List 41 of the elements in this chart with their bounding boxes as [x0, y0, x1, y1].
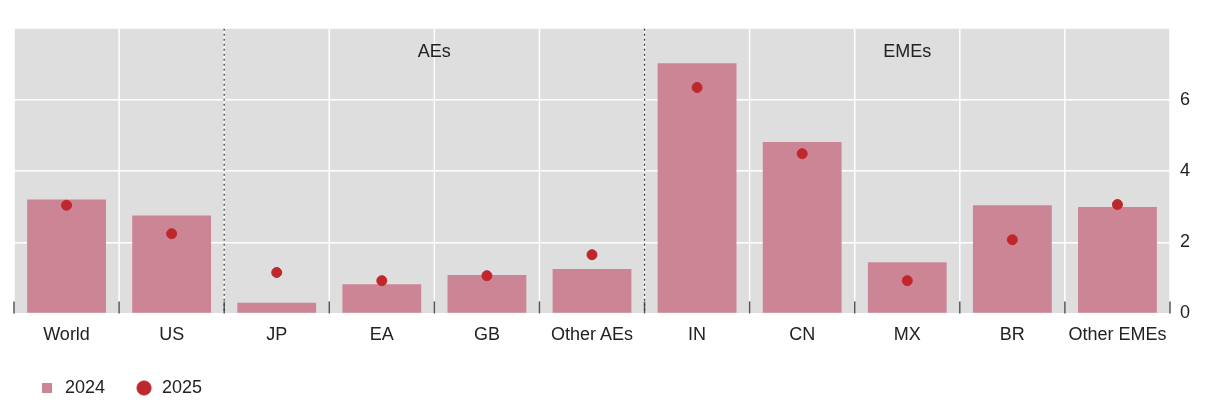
point	[271, 266, 283, 278]
bar	[867, 262, 947, 313]
point	[166, 228, 178, 240]
point	[1006, 234, 1018, 246]
x-tick-label: JP	[266, 324, 288, 345]
bar	[657, 63, 737, 313]
legend-label: 2024	[65, 376, 106, 397]
annotation: EMEs	[883, 40, 932, 61]
point	[901, 275, 913, 287]
point	[376, 275, 388, 287]
y-tick-label: 2	[1179, 231, 1190, 252]
point	[586, 249, 598, 261]
point	[61, 199, 73, 211]
bar	[552, 268, 632, 313]
y-tick-label: 4	[1179, 160, 1190, 181]
legend-label: 2025	[162, 376, 203, 397]
x-tick-label: Other EMEs	[1068, 324, 1167, 345]
annotation: AEs	[417, 40, 451, 61]
x-tick-label: EA	[369, 324, 394, 345]
x-tick-label: CN	[789, 324, 816, 345]
point	[796, 148, 808, 160]
bar	[447, 274, 527, 313]
point	[1111, 199, 1123, 211]
bar	[342, 284, 422, 313]
bar	[972, 205, 1052, 313]
y-tick-label: 0	[1179, 302, 1190, 323]
bar	[132, 215, 212, 313]
y-tick-label: 6	[1179, 88, 1190, 109]
x-tick-label: US	[159, 324, 185, 345]
point	[481, 270, 493, 282]
x-tick-label: MX	[893, 324, 921, 345]
bar	[762, 141, 842, 313]
bar	[27, 199, 106, 313]
x-tick-label: GB	[473, 324, 500, 345]
point	[691, 82, 703, 93]
x-tick-label: World	[43, 324, 90, 345]
bar	[237, 302, 317, 313]
bar	[1078, 207, 1157, 313]
x-tick-label: IN	[688, 324, 707, 345]
x-tick-label: Other AEs	[550, 324, 634, 345]
x-tick-label: BR	[999, 324, 1025, 345]
